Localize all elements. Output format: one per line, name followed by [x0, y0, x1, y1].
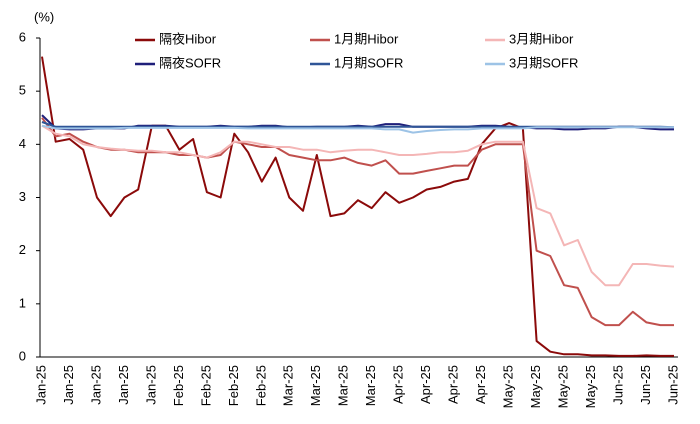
series-line: [41, 117, 674, 327]
x-tick-label: Apr-25: [473, 365, 488, 404]
x-tick-label: Jun-25: [610, 365, 625, 405]
y-tick-label: 0: [19, 348, 26, 363]
x-tick-label: Apr-25: [446, 365, 461, 404]
series-line: [41, 56, 674, 357]
legend-label: 3月期SOFR: [509, 55, 578, 70]
x-tick-label: Feb-25: [171, 365, 186, 406]
legend-label: 隔夜SOFR: [159, 55, 221, 70]
x-tick-label: Mar-25: [308, 365, 323, 406]
x-tick-label: Mar-25: [281, 365, 296, 406]
x-tick-label: Jan-25: [116, 365, 131, 405]
x-tick-label: Jan-25: [143, 365, 158, 405]
x-tick-label: Jan-25: [61, 365, 76, 405]
x-tick-label: Apr-25: [391, 365, 406, 404]
series-line: [41, 124, 675, 287]
x-tick-label: May-25: [528, 365, 543, 408]
x-tick-label: May-25: [583, 365, 598, 408]
x-tick-label: Jan-25: [88, 365, 103, 405]
x-tick-label: Jun-25: [665, 365, 680, 405]
legend-label: 隔夜Hibor: [159, 31, 217, 46]
y-tick-label: 3: [19, 189, 26, 204]
x-tick-label: May-25: [556, 365, 571, 408]
legend-label: 3月期Hibor: [509, 31, 574, 46]
y-tick-label: 2: [19, 242, 26, 257]
legend-label: 1月期SOFR: [334, 55, 403, 70]
x-tick-label: Jun-25: [638, 365, 653, 405]
x-tick-label: Jan-25: [33, 365, 48, 405]
y-tick-label: 5: [19, 83, 26, 98]
series-line: [41, 124, 674, 134]
x-tick-label: Mar-25: [336, 365, 351, 406]
y-axis-label: (%): [34, 9, 54, 24]
x-tick-label: Mar-25: [363, 365, 378, 406]
x-tick-label: Feb-25: [226, 365, 241, 406]
x-tick-label: Apr-25: [418, 365, 433, 404]
x-tick-label: May-25: [501, 365, 516, 408]
y-tick-label: 4: [19, 136, 26, 151]
y-tick-label: 6: [19, 29, 26, 44]
x-tick-label: Feb-25: [253, 365, 268, 406]
x-tick-label: Feb-25: [198, 365, 213, 406]
y-tick-label: 1: [19, 295, 26, 310]
legend-label: 1月期Hibor: [334, 31, 399, 46]
series-line: [41, 114, 674, 131]
